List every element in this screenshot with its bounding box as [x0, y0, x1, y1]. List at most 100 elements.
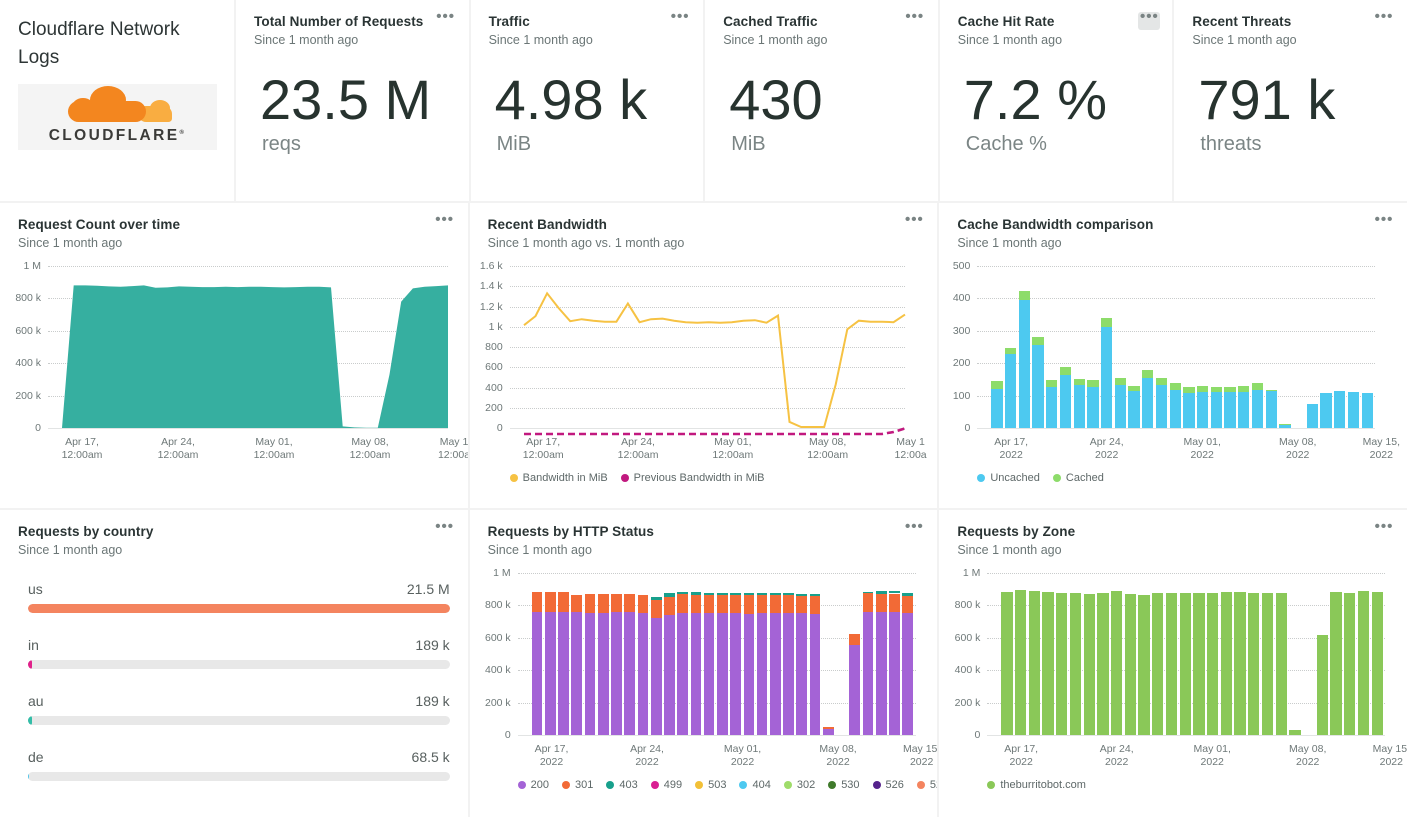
card-menu-icon[interactable]: ••• — [436, 8, 455, 25]
bar-segment[interactable] — [1032, 345, 1044, 428]
bar-segment[interactable] — [1042, 591, 1054, 735]
bar-segment[interactable] — [1069, 592, 1082, 735]
bar-segment[interactable] — [1124, 594, 1136, 735]
bar-segment[interactable] — [875, 591, 887, 594]
bar-segment[interactable] — [809, 613, 821, 735]
bar-segment[interactable] — [1046, 386, 1058, 428]
bar-segment[interactable] — [703, 612, 715, 735]
bar-segment[interactable] — [1238, 385, 1250, 392]
bar-segment[interactable] — [1018, 299, 1030, 428]
bar-segment[interactable] — [1224, 386, 1236, 393]
legend-item[interactable]: Uncached — [977, 472, 1040, 484]
bar-segment[interactable] — [1251, 383, 1264, 390]
bar-segment[interactable] — [769, 595, 781, 614]
bar-segment[interactable] — [875, 593, 887, 612]
bar-segment[interactable] — [743, 613, 755, 735]
bar-segment[interactable] — [664, 593, 675, 597]
bar-segment[interactable] — [1207, 592, 1219, 735]
bar-segment[interactable] — [1183, 387, 1195, 393]
bar-segment[interactable] — [1183, 393, 1195, 428]
bar-segment[interactable] — [809, 594, 821, 597]
card-menu-icon[interactable]: ••• — [435, 518, 455, 535]
bar-segment[interactable] — [1248, 592, 1260, 735]
bar-segment[interactable] — [1155, 378, 1168, 385]
bar-segment[interactable] — [1114, 385, 1126, 428]
bar-segment[interactable] — [862, 591, 874, 594]
bar-segment[interactable] — [558, 592, 569, 612]
card-menu-icon[interactable]: ••• — [1374, 518, 1394, 535]
bar-segment[interactable] — [1101, 326, 1113, 428]
card-menu-icon[interactable]: ••• — [670, 8, 690, 25]
bar-segment[interactable] — [889, 590, 900, 594]
bar-segment[interactable] — [571, 595, 583, 613]
bar-segment[interactable] — [769, 593, 781, 595]
bar-segment[interactable] — [624, 611, 636, 735]
bar-segment[interactable] — [650, 599, 662, 618]
bar-segment[interactable] — [571, 612, 583, 735]
bar-segment[interactable] — [991, 388, 1003, 428]
bar-segment[interactable] — [624, 593, 636, 612]
chart-card-requests-by-zone[interactable]: Requests by Zone Since 1 month ago ••• 0… — [939, 510, 1407, 817]
bar-segment[interactable] — [1361, 393, 1373, 428]
bar-segment[interactable] — [1193, 593, 1205, 735]
bar-segment[interactable] — [1142, 377, 1154, 428]
bar-segment[interactable] — [862, 612, 874, 735]
bar-segment[interactable] — [1265, 389, 1277, 392]
bar-segment[interactable] — [1142, 369, 1154, 378]
chart-card-requests-by-country[interactable]: Requests by country Since 1 month ago ••… — [0, 510, 470, 817]
bar-segment[interactable] — [1275, 592, 1287, 735]
bar-segment[interactable] — [650, 618, 662, 735]
chart-card-requests-by-http-status[interactable]: Requests by HTTP Status Since 1 month ag… — [469, 510, 940, 817]
bar-segment[interactable] — [677, 612, 689, 735]
card-menu-icon[interactable]: ••• — [905, 8, 925, 25]
bar-segment[interactable] — [690, 594, 702, 613]
legend-item[interactable]: 403 — [606, 779, 638, 791]
bar-segment[interactable] — [1087, 386, 1099, 428]
bar-segment[interactable] — [531, 611, 543, 735]
bar-segment[interactable] — [756, 594, 768, 613]
country-bar-row[interactable]: de 68.5 k — [28, 749, 450, 781]
bar-segment[interactable] — [1344, 592, 1356, 735]
bar-segment[interactable] — [1316, 634, 1328, 735]
metric-card-recent-threats[interactable]: Recent Threats Since 1 month ago ••• 791… — [1174, 0, 1407, 203]
bar-segment[interactable] — [1265, 391, 1277, 428]
bar-segment[interactable] — [703, 594, 715, 613]
bar-segment[interactable] — [730, 613, 741, 735]
metric-card-cached-traffic[interactable]: Cached Traffic Since 1 month ago ••• 430… — [705, 0, 940, 203]
bar-segment[interactable] — [783, 593, 794, 595]
bar-segment[interactable] — [1056, 593, 1068, 735]
bar-segment[interactable] — [584, 594, 596, 613]
bar-segment[interactable] — [1330, 592, 1342, 735]
bar-segment[interactable] — [783, 613, 794, 735]
bar-segment[interactable] — [1001, 592, 1013, 735]
bar-segment[interactable] — [1059, 367, 1072, 376]
legend-item[interactable]: 200 — [517, 779, 549, 791]
bar-segment[interactable] — [1138, 594, 1150, 735]
legend-item[interactable]: 302 — [783, 779, 815, 791]
legend-item[interactable]: theburritobot.com — [987, 779, 1086, 791]
bar-segment[interactable] — [756, 592, 768, 595]
bar-segment[interactable] — [1015, 590, 1027, 735]
bar-segment[interactable] — [730, 593, 741, 595]
bar-segment[interactable] — [717, 593, 728, 595]
legend-item[interactable]: 499 — [650, 779, 682, 791]
card-menu-icon[interactable]: ••• — [904, 211, 924, 228]
bar-segment[interactable] — [1197, 391, 1209, 428]
bar-segment[interactable] — [1371, 591, 1383, 735]
bar-segment[interactable] — [796, 613, 808, 735]
bar-segment[interactable] — [822, 728, 834, 735]
metric-card-total-requests[interactable]: Total Number of Requests Since 1 month a… — [236, 0, 471, 203]
bar-segment[interactable] — [1046, 380, 1058, 387]
bar-segment[interactable] — [730, 595, 741, 614]
bar-segment[interactable] — [1347, 392, 1360, 428]
bar-segment[interactable] — [1220, 592, 1232, 735]
bar-segment[interactable] — [558, 611, 569, 735]
bar-segment[interactable] — [889, 593, 900, 612]
chart-card-request-count-over-time[interactable]: Request Count over time Since 1 month ag… — [0, 203, 470, 510]
bar-segment[interactable] — [743, 593, 755, 596]
bar-segment[interactable] — [1111, 590, 1123, 735]
bar-segment[interactable] — [889, 611, 900, 735]
legend-item[interactable]: 404 — [739, 779, 771, 791]
bar-segment[interactable] — [1059, 375, 1072, 428]
bar-segment[interactable] — [690, 612, 702, 735]
